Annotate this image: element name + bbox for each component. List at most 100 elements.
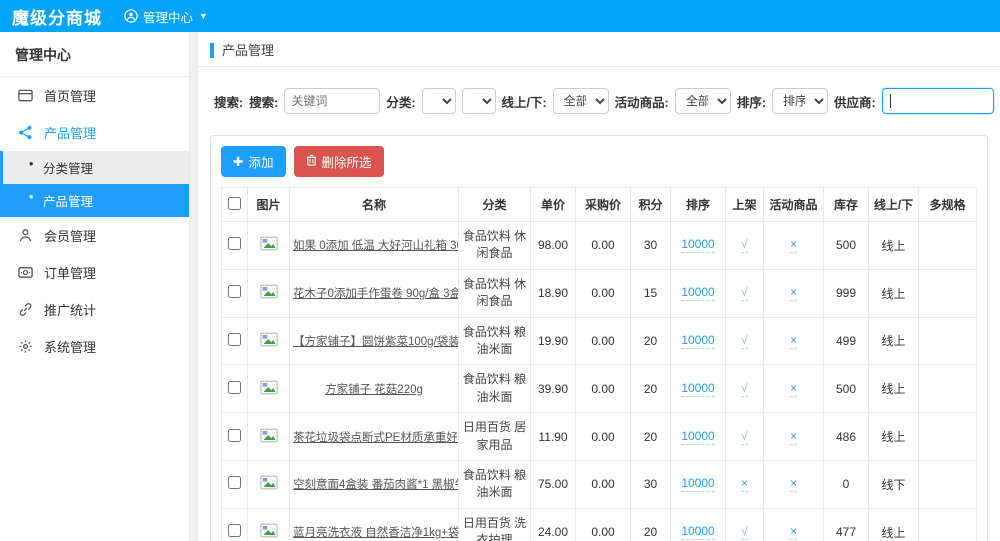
- sidebar-subitem-categories[interactable]: 分类管理: [3, 151, 189, 184]
- row-onshelf-cell: √: [725, 316, 764, 366]
- add-button[interactable]: ✚ 添加: [221, 146, 286, 177]
- sidebar-item-home[interactable]: 首页管理: [0, 77, 189, 114]
- product-name-link[interactable]: 花木子0添加手作蛋卷 90g/盒 3盒: [293, 288, 459, 301]
- row-image-cell: [247, 364, 290, 414]
- row-price-cell: 18.90: [530, 268, 576, 318]
- sort-select[interactable]: 排序: [772, 88, 828, 114]
- sort-editable[interactable]: 10000: [681, 285, 715, 302]
- row-online-cell: 线上: [868, 268, 919, 318]
- row-points-cell: 20: [630, 412, 671, 461]
- delete-selected-button[interactable]: 删除所选: [293, 146, 384, 177]
- activity-toggle[interactable]: ×: [789, 332, 797, 349]
- onshelf-toggle[interactable]: √: [741, 332, 748, 349]
- activity-toggle[interactable]: ×: [789, 428, 797, 445]
- select-all-checkbox[interactable]: [228, 196, 241, 210]
- onshelf-toggle[interactable]: √: [741, 237, 748, 254]
- supplier-input[interactable]: [881, 88, 994, 114]
- row-purchase-price-cell: 0.00: [575, 221, 631, 270]
- row-stock-cell: 500: [823, 364, 869, 414]
- onshelf-toggle[interactable]: √: [741, 524, 748, 541]
- onshelf-toggle[interactable]: ×: [740, 476, 748, 493]
- row-activity-cell: ×: [763, 412, 824, 461]
- column-header: 活动商品: [763, 187, 824, 222]
- row-multispec-cell: [918, 316, 977, 366]
- row-price-cell: 98.00: [530, 221, 576, 270]
- row-checkbox[interactable]: [228, 524, 241, 538]
- row-checkbox[interactable]: [228, 476, 241, 490]
- sort-editable[interactable]: 10000: [681, 476, 715, 493]
- row-sort-cell: 10000: [670, 268, 726, 318]
- onshelf-toggle[interactable]: √: [741, 380, 748, 397]
- row-activity-cell: ×: [763, 507, 824, 541]
- sort-label: 排序:: [736, 95, 766, 110]
- row-price-cell: 24.00: [530, 507, 576, 541]
- onshelf-toggle[interactable]: √: [741, 428, 748, 445]
- share-icon: [18, 125, 33, 140]
- row-onshelf-cell: √: [725, 507, 764, 541]
- row-purchase-price-cell: 0.00: [575, 412, 631, 461]
- sort-editable[interactable]: 10000: [681, 332, 715, 349]
- row-category-cell: 日用百货 洗衣护理: [458, 507, 531, 541]
- online-select[interactable]: 全部: [552, 88, 609, 114]
- activity-toggle[interactable]: ×: [789, 285, 797, 302]
- table-row: 方家铺子 花菇220g 食品饮料 粮油米面 39.90 0.00 20 1000…: [221, 364, 977, 414]
- select-all-cell: [221, 187, 248, 222]
- brand-title: 魔级分商城: [12, 8, 102, 28]
- product-name-link[interactable]: 蓝月亮洗衣液 自然香洁净1kg+袋装500g: [293, 527, 459, 540]
- row-checkbox[interactable]: [228, 428, 241, 442]
- row-category-cell: 食品饮料 粮油米面: [458, 316, 531, 366]
- row-checkbox[interactable]: [228, 285, 241, 299]
- activity-toggle[interactable]: ×: [789, 380, 797, 397]
- activity-toggle[interactable]: ×: [789, 476, 797, 493]
- row-onshelf-cell: √: [725, 221, 764, 270]
- row-checkbox[interactable]: [228, 237, 241, 251]
- row-image-cell: [247, 316, 290, 366]
- sidebar-item-members[interactable]: 会员管理: [0, 217, 189, 254]
- user-dropdown[interactable]: 管理中心 ▼: [124, 7, 208, 26]
- sort-editable[interactable]: 10000: [681, 428, 715, 445]
- product-name-link[interactable]: 如果 0添加 低温 大好河山礼箱 300ml*12: [293, 240, 458, 253]
- product-name-link[interactable]: 空刻意面4盒装 番茄肉酱*1 黑椒牛柳*1 红酒香肠*1 咖喱鸡块*1: [293, 479, 458, 492]
- main-content: 产品管理 搜索: 搜索: 分类: 线上/下: 全部 活动商品: 全部 排序: 排…: [197, 32, 1000, 541]
- onshelf-toggle[interactable]: √: [741, 285, 748, 302]
- product-name-link[interactable]: 茶花垃圾袋点断式PE材质承重好不易破裂 5卷特惠装125+25只: [293, 431, 458, 444]
- row-category-cell: 食品饮料 粮油米面: [458, 459, 531, 509]
- category-label: 分类:: [386, 95, 416, 110]
- activity-select[interactable]: 全部: [674, 88, 731, 114]
- activity-toggle[interactable]: ×: [789, 237, 797, 254]
- row-points-cell: 20: [630, 507, 671, 541]
- sort-editable[interactable]: 10000: [681, 380, 715, 397]
- table-card: ✚ 添加 删除所选: [210, 135, 988, 541]
- row-onshelf-cell: ×: [725, 459, 764, 509]
- keyword-input[interactable]: [284, 88, 381, 114]
- user-circle-icon: [124, 9, 138, 23]
- sidebar-item-orders[interactable]: 订单管理: [0, 254, 189, 291]
- sidebar-subitem-products[interactable]: 产品管理: [3, 184, 189, 217]
- sidebar-item-label: 推广统计: [44, 303, 97, 318]
- column-header: 采购价: [575, 187, 631, 222]
- row-checkbox[interactable]: [228, 380, 241, 394]
- product-name-link[interactable]: 方家铺子 花菇220g: [325, 383, 423, 396]
- sidebar-item-system[interactable]: 系统管理: [0, 328, 189, 365]
- column-header: 多规格: [918, 187, 977, 222]
- row-points-cell: 20: [630, 316, 671, 366]
- row-purchase-price-cell: 0.00: [575, 364, 631, 414]
- row-image-cell: [247, 459, 290, 509]
- page-title: 产品管理: [210, 43, 275, 58]
- row-sort-cell: 10000: [670, 412, 726, 461]
- product-name-link[interactable]: 【方家铺子】圆饼紫菜100g/袋装: [293, 335, 459, 348]
- category-select-1[interactable]: [421, 88, 456, 114]
- home-icon: [18, 88, 33, 103]
- activity-toggle[interactable]: ×: [789, 524, 797, 541]
- sidebar-item-promotion[interactable]: 推广统计: [0, 291, 189, 328]
- row-purchase-price-cell: 0.00: [575, 316, 631, 366]
- row-multispec-cell: [918, 221, 977, 270]
- sidebar-item-products[interactable]: 产品管理: [0, 114, 189, 151]
- row-image-cell: [247, 507, 290, 541]
- sort-editable[interactable]: 10000: [681, 524, 715, 541]
- category-select-2[interactable]: [461, 88, 496, 114]
- row-checkbox[interactable]: [228, 332, 241, 346]
- broken-image-icon: [259, 284, 278, 302]
- sort-editable[interactable]: 10000: [681, 237, 715, 254]
- row-select-cell: [221, 459, 248, 509]
